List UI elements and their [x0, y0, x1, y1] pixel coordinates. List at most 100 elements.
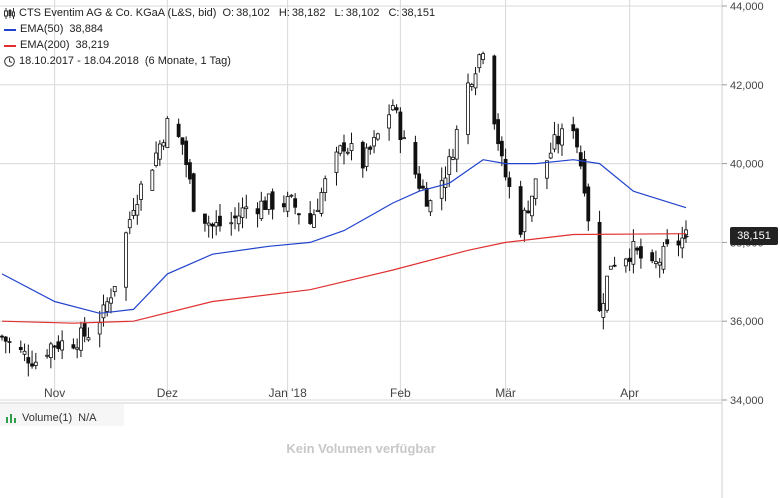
- candle-body: [428, 200, 433, 213]
- candle-body: [71, 344, 76, 349]
- candle-body: [0, 335, 4, 338]
- candle-body: [79, 327, 83, 351]
- candle-body: [135, 204, 140, 216]
- candle-body: [342, 142, 346, 152]
- candle-body: [597, 221, 602, 312]
- candle-body: [635, 247, 640, 251]
- ema50-line: [1, 159, 687, 314]
- candle-body: [496, 119, 500, 145]
- candle-body: [360, 141, 365, 169]
- candle-body: [259, 200, 264, 219]
- candle-body: [297, 213, 301, 216]
- y-tick-label: 44,000: [730, 1, 764, 13]
- candle-body: [86, 337, 91, 341]
- candle-body: [75, 347, 80, 350]
- candle-body: [454, 129, 459, 160]
- ema200-swatch: [4, 44, 16, 47]
- ema200-legend[interactable]: EMA(200) 38,219: [4, 39, 109, 52]
- period-detail: (6 Monate, 1 Tag): [144, 55, 231, 67]
- candle-body: [176, 123, 181, 137]
- last-price-tag: 38,151: [730, 227, 778, 246]
- candle-body: [533, 178, 538, 200]
- candle-body: [180, 137, 185, 145]
- y-tick-label: 42,000: [730, 80, 764, 92]
- candle-body: [105, 301, 110, 312]
- candle-body: [285, 196, 290, 212]
- candle-body: [161, 142, 166, 147]
- candle-body: [560, 128, 564, 146]
- candle-body: [375, 133, 380, 140]
- candle-body: [657, 261, 662, 266]
- candle-body: [315, 209, 320, 212]
- candle-body: [676, 240, 681, 246]
- candle-body: [349, 143, 354, 152]
- candle-body: [270, 191, 275, 210]
- candle-body: [244, 206, 249, 210]
- volume-label: Volume(1): [22, 412, 73, 424]
- candle-body: [627, 257, 632, 262]
- candle-body: [82, 322, 87, 337]
- volume-value: N/A: [78, 412, 97, 424]
- candle-body: [518, 186, 523, 235]
- candle-body: [507, 177, 512, 187]
- x-tick-label: Apr: [620, 386, 639, 400]
- candle-body: [417, 173, 422, 189]
- candle-body: [364, 147, 369, 167]
- candle-body: [218, 215, 222, 227]
- candle-body: [101, 304, 106, 319]
- candle-body: [139, 183, 143, 200]
- candle-body: [451, 156, 455, 160]
- candle-body: [127, 219, 132, 229]
- candle-body: [281, 203, 286, 208]
- ema50-legend[interactable]: EMA(50) 38,884: [4, 23, 103, 36]
- y-tick-label: 36,000: [730, 316, 764, 328]
- candle-body: [639, 246, 643, 259]
- x-tick-label: Mär: [495, 386, 516, 400]
- candle-body: [188, 162, 192, 180]
- period-range: 18.10.2017 - 18.04.2018: [19, 55, 139, 67]
- candle-body: [255, 208, 260, 215]
- candle-body: [548, 152, 553, 159]
- ema200-line: [1, 233, 687, 324]
- candle-body: [206, 222, 211, 226]
- candle-body: [240, 207, 245, 218]
- candle-body: [60, 340, 65, 351]
- candle-body: [654, 261, 658, 264]
- no-volume-message: Kein Volumen verfügbar: [286, 441, 436, 456]
- candle-body: [394, 107, 399, 111]
- candle-body: [601, 303, 606, 318]
- candle-body: [233, 215, 237, 219]
- candle-body: [473, 73, 478, 89]
- candle-body: [323, 178, 328, 193]
- candle-body: [680, 237, 685, 249]
- candle-body: [571, 124, 576, 132]
- y-tick-label: 34,000: [730, 395, 764, 407]
- ema-lines: [1, 159, 687, 324]
- candle-body: [184, 140, 189, 165]
- candle-body: [289, 194, 294, 197]
- candle-body: [469, 84, 474, 87]
- candle-body: [48, 343, 53, 359]
- candle-body: [203, 213, 207, 224]
- candle-body: [605, 275, 609, 311]
- candle-body: [372, 137, 376, 147]
- volume-legend-bg: [0, 404, 124, 426]
- ema200-value: 38,219: [75, 39, 110, 51]
- candle-body: [586, 186, 591, 222]
- instrument-name: CTS Eventim AG & Co. KGaA (L&S, bid): [19, 7, 217, 19]
- candle-body: [112, 285, 117, 293]
- volume-legend[interactable]: Volume(1) N/A: [6, 412, 96, 424]
- candle-body: [210, 223, 215, 227]
- candle-body: [338, 145, 343, 154]
- x-axis: Nov Dez Jan '18 Feb Mär Apr: [44, 386, 639, 400]
- candle-body: [608, 265, 613, 270]
- candle-body: [308, 213, 313, 224]
- candle-body: [345, 151, 350, 154]
- candle-body: [424, 187, 429, 207]
- candle-body: [150, 169, 155, 191]
- candle-body: [390, 105, 395, 111]
- candle-body: [612, 264, 617, 267]
- candle-body: [33, 361, 38, 366]
- candle-body: [214, 222, 219, 227]
